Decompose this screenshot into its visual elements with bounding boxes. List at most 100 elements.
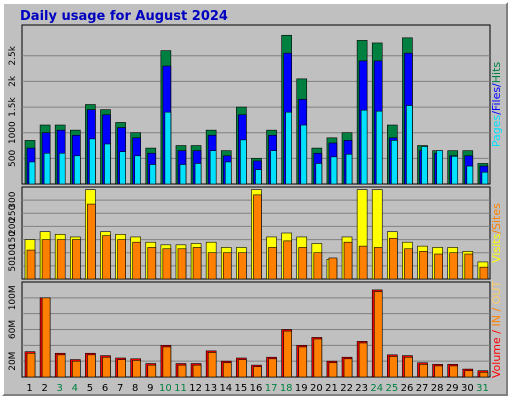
y-tick-label: 20M	[8, 352, 18, 371]
bar-sites-day-31	[479, 266, 489, 280]
bar-sites-day-30	[464, 253, 474, 280]
bar-pages-day-9	[149, 164, 157, 185]
bar-pages-day-5	[89, 138, 96, 185]
bar-out-day-8	[132, 360, 141, 378]
bar-pages-day-26	[406, 105, 413, 185]
bar-out-day-12	[192, 364, 202, 378]
x-tick-label: 11	[174, 383, 187, 394]
bar-out-day-27	[419, 364, 428, 378]
bar-pages-day-22	[345, 153, 353, 185]
bar-pages-day-31	[481, 171, 489, 185]
panel-right-label-part-3: /	[490, 304, 503, 315]
bar-pages-day-25	[391, 140, 398, 185]
bar-sites-day-1	[26, 249, 36, 280]
bar-out-day-24	[373, 291, 383, 378]
bar-pages-day-27	[421, 146, 428, 185]
bar-sites-day-27	[419, 251, 428, 280]
bar-out-day-22	[343, 358, 353, 378]
x-tick-label: 25	[386, 383, 399, 394]
panel-right-label-part-4: Hits	[490, 62, 503, 84]
x-tick-label: 10	[159, 383, 172, 394]
bar-sites-day-5	[87, 203, 96, 280]
bar-sites-day-11	[177, 248, 187, 280]
x-tick-label: 22	[340, 383, 353, 394]
y-tick-label: 50	[8, 260, 18, 272]
bar-pages-day-15	[240, 139, 247, 185]
bar-pages-day-14	[224, 161, 232, 185]
bar-pages-day-28	[436, 150, 443, 185]
bar-out-day-19	[298, 346, 308, 378]
bar-pages-day-4	[73, 155, 81, 185]
bar-pages-day-23	[360, 109, 368, 185]
bar-out-day-10	[162, 346, 172, 378]
x-axis-labels: 1 2 3 4 5 6 7 8 9 10 11 12 13 14 15 16 17 18 19 20 21 22 23 24 2…	[26, 383, 488, 394]
bar-out-day-29	[449, 365, 459, 378]
bar-pages-day-24	[375, 110, 383, 185]
panel-right-label-part-1: /	[490, 230, 503, 234]
x-tick-label: 12	[189, 383, 202, 394]
bar-out-day-26	[404, 356, 413, 378]
bar-out-day-17	[268, 358, 277, 378]
x-tick-label: 24	[370, 383, 383, 394]
bar-sites-day-15	[238, 252, 247, 280]
bar-out-day-14	[222, 362, 232, 378]
bar-sites-day-6	[102, 235, 111, 280]
x-tick-label: 9	[147, 383, 153, 394]
bar-pages-day-6	[104, 143, 111, 185]
x-tick-label: 21	[325, 383, 338, 394]
bar-pages-day-3	[58, 152, 66, 185]
bar-pages-day-8	[134, 155, 141, 185]
bar-sites-day-26	[404, 248, 413, 280]
bar-out-day-16	[253, 366, 262, 378]
bar-sites-day-19	[298, 247, 308, 280]
x-tick-label: 7	[117, 383, 123, 394]
x-tick-label: 17	[265, 383, 278, 394]
panel-right-label-part-2: Sites	[490, 203, 503, 230]
y-tick-label: 300	[8, 191, 18, 208]
bar-out-day-5	[87, 354, 96, 378]
bar-pages-day-7	[119, 151, 126, 185]
bar-sites-day-8	[132, 241, 141, 280]
bar-out-day-28	[434, 365, 443, 378]
bar-out-day-6	[102, 356, 111, 378]
y-tick-label: 1000	[8, 121, 18, 144]
x-tick-label: 31	[476, 383, 489, 394]
bar-sites-day-24	[373, 247, 383, 280]
bar-pages-day-30	[466, 165, 474, 185]
bar-out-day-15	[238, 359, 247, 378]
bar-sites-day-3	[56, 239, 66, 280]
x-tick-label: 20	[310, 383, 323, 394]
bar-pages-day-21	[330, 156, 338, 185]
x-tick-label: 27	[416, 383, 429, 394]
bar-sites-day-21	[328, 257, 338, 280]
bar-out-day-20	[313, 338, 323, 378]
bar-sites-day-9	[147, 247, 157, 280]
x-tick-label: 4	[72, 383, 78, 394]
y-tick-label: 60M	[8, 320, 18, 339]
bar-out-day-30	[464, 370, 474, 378]
x-tick-label: 14	[219, 383, 232, 394]
x-tick-label: 19	[295, 383, 308, 394]
y-tick-label: 200	[8, 218, 18, 235]
bar-out-day-21	[328, 362, 338, 378]
bar-pages-day-1	[28, 161, 36, 185]
bar-pages-day-12	[194, 163, 202, 185]
bar-pages-day-18	[285, 111, 292, 185]
panel-right-label: Pages/Files/Hits	[490, 62, 503, 148]
x-tick-label: 29	[446, 383, 459, 394]
bar-out-day-9	[147, 364, 157, 378]
x-tick-label: 15	[235, 383, 248, 394]
bar-pages-day-20	[315, 163, 323, 185]
x-tick-label: 13	[204, 383, 217, 394]
panel-right-label-part-4: OUT	[490, 281, 503, 305]
y-tick-label: 2.5k	[8, 45, 18, 65]
bar-sites-day-22	[343, 241, 353, 280]
bar-sites-day-28	[434, 253, 443, 280]
bar-sites-day-25	[389, 237, 398, 280]
y-tick-label: 500	[8, 149, 18, 166]
x-tick-label: 23	[355, 383, 368, 394]
bar-pages-day-17	[270, 150, 277, 185]
panel-right-label: Visits/Sites	[490, 203, 503, 263]
